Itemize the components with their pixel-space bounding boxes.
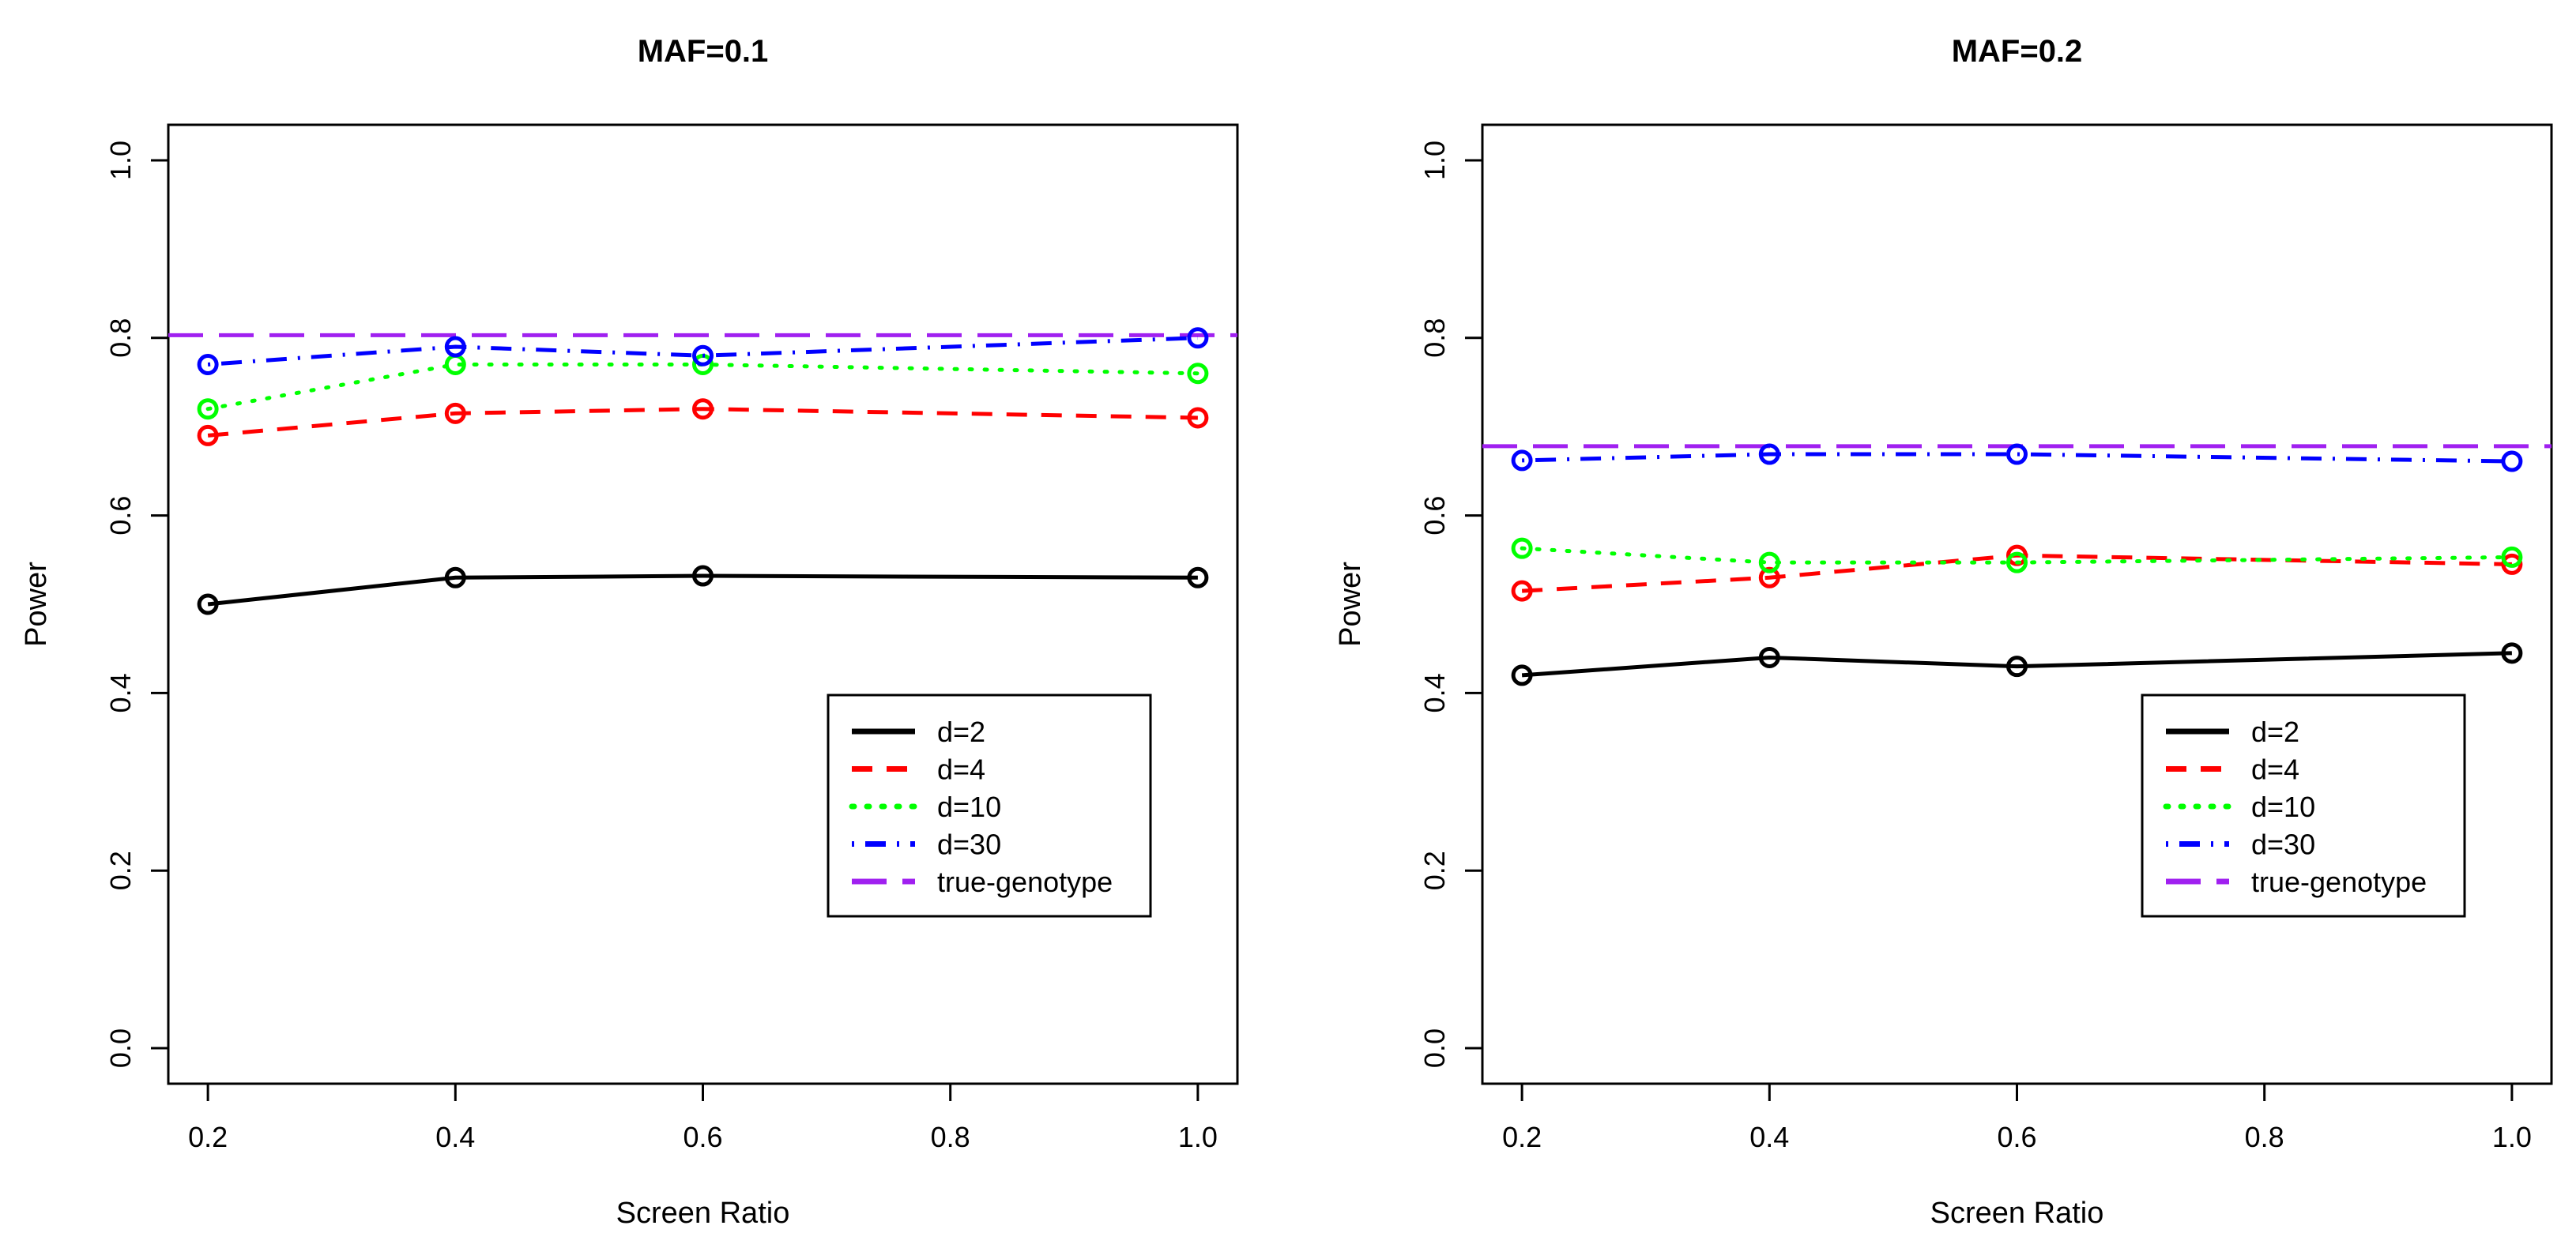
data-point-d-4 bbox=[1758, 566, 1780, 588]
data-point-d-10 bbox=[1187, 363, 1209, 385]
series-line-d-10 bbox=[205, 363, 1200, 412]
legend-label: d=30 bbox=[2251, 829, 2315, 861]
x-tick-label: 1.0 bbox=[1178, 1121, 1218, 1153]
legend-label: d=4 bbox=[937, 754, 985, 786]
data-point-d-4 bbox=[197, 424, 219, 446]
data-point-d-30 bbox=[444, 336, 466, 358]
data-point-d-30 bbox=[692, 344, 714, 367]
y-axis-label: Power bbox=[20, 562, 53, 647]
legend-label: d=2 bbox=[2251, 716, 2299, 748]
data-point-d-2 bbox=[1511, 664, 1533, 686]
data-point-d-4 bbox=[2501, 553, 2523, 575]
x-axis: 0.2 0.4 0.6 0.8 1.0 bbox=[1502, 1084, 2532, 1153]
legend: d=2 d=4 d=10 d=30 true-genotype bbox=[2141, 694, 2466, 918]
series-line-d-30 bbox=[207, 336, 1198, 367]
data-point-d-4 bbox=[692, 398, 714, 420]
data-point-d-4 bbox=[444, 402, 466, 424]
y-tick-label: 0.6 bbox=[1418, 496, 1451, 536]
data-point-d-2 bbox=[692, 565, 714, 587]
data-point-d-30 bbox=[2501, 450, 2523, 472]
series-layer bbox=[1482, 443, 2552, 686]
legend-label: d=2 bbox=[937, 716, 985, 748]
legend-label: true-genotype bbox=[937, 866, 1113, 898]
panel-maf-0-1: MAF=0.1 Screen Ratio Power 0.00.20.40.60… bbox=[20, 34, 1239, 1230]
panel-title: MAF=0.2 bbox=[1952, 34, 2083, 69]
x-tick-label: 0.8 bbox=[2245, 1121, 2284, 1153]
panel-maf-0-2: MAF=0.2 Screen Ratio Power 0.00.20.40.60… bbox=[1334, 34, 2553, 1230]
data-point-d-10 bbox=[1511, 537, 1533, 559]
legend-label: d=10 bbox=[937, 791, 1001, 823]
data-point-d-4 bbox=[1187, 407, 1209, 429]
data-point-d-2 bbox=[2006, 656, 2028, 678]
x-tick-label: 0.8 bbox=[931, 1121, 970, 1153]
x-tick-label: 1.0 bbox=[2492, 1121, 2532, 1153]
data-point-d-30 bbox=[2006, 443, 2028, 465]
series-line-d-2 bbox=[207, 573, 1198, 607]
y-tick-label: 0.4 bbox=[1418, 673, 1451, 712]
data-point-d-30 bbox=[1187, 327, 1209, 349]
series-line-d-2 bbox=[1521, 651, 2512, 678]
y-axis-label: Power bbox=[1334, 562, 1367, 647]
series-line-d-4 bbox=[1521, 553, 2512, 593]
data-point-d-2 bbox=[1758, 646, 1780, 668]
y-tick-label: 0.8 bbox=[1418, 318, 1451, 358]
legend-label: d=4 bbox=[2251, 754, 2299, 786]
y-axis: 0.0 0.2 0.4 0.6 0.8 1.0 bbox=[104, 141, 168, 1068]
x-axis: 0.2 0.4 0.6 0.8 1.0 bbox=[188, 1084, 1218, 1153]
panel-title: MAF=0.1 bbox=[638, 34, 769, 69]
y-tick-label: 0.2 bbox=[1418, 851, 1451, 890]
x-axis-label: Screen Ratio bbox=[616, 1197, 790, 1230]
data-point-d-4 bbox=[1511, 580, 1533, 602]
series-line-d-30 bbox=[1522, 452, 2512, 464]
x-tick-label: 0.4 bbox=[1749, 1121, 1789, 1153]
x-tick-label: 0.6 bbox=[683, 1121, 722, 1153]
y-tick-label: 0.6 bbox=[104, 496, 137, 536]
data-point-d-30 bbox=[1511, 449, 1533, 472]
y-tick-label: 0.0 bbox=[1418, 1028, 1451, 1068]
data-point-d-10 bbox=[197, 398, 219, 420]
y-tick-label: 0.8 bbox=[104, 318, 137, 358]
legend-label: d=30 bbox=[937, 829, 1001, 861]
y-tick-label: 1.0 bbox=[104, 141, 137, 180]
data-point-d-10 bbox=[2501, 546, 2523, 568]
data-point-d-2 bbox=[1187, 566, 1209, 588]
y-tick-label: 0.0 bbox=[104, 1028, 137, 1068]
data-point-d-10 bbox=[1758, 551, 1780, 573]
y-tick-label: 1.0 bbox=[1418, 141, 1451, 180]
data-point-d-2 bbox=[2501, 642, 2523, 664]
y-tick-label: 0.4 bbox=[104, 673, 137, 712]
x-tick-label: 0.6 bbox=[1997, 1121, 2036, 1153]
x-tick-label: 0.2 bbox=[1502, 1121, 1542, 1153]
data-point-d-2 bbox=[197, 593, 219, 615]
data-point-d-30 bbox=[1758, 443, 1780, 465]
legend-label: true-genotype bbox=[2251, 866, 2427, 898]
legend: d=2 d=4 d=10 d=30 true-genotype bbox=[827, 694, 1152, 918]
x-tick-label: 0.4 bbox=[435, 1121, 475, 1153]
y-tick-label: 0.2 bbox=[104, 851, 137, 890]
x-axis-label: Screen Ratio bbox=[1930, 1197, 2104, 1230]
data-point-d-2 bbox=[444, 566, 466, 588]
data-point-d-10 bbox=[2006, 551, 2028, 573]
series-line-d-4 bbox=[207, 407, 1198, 438]
series-layer bbox=[168, 327, 1237, 615]
legend-label: d=10 bbox=[2251, 791, 2315, 823]
series-line-d-10 bbox=[1520, 546, 2514, 565]
data-point-d-30 bbox=[197, 354, 219, 375]
x-tick-label: 0.2 bbox=[188, 1121, 228, 1153]
y-axis: 0.0 0.2 0.4 0.6 0.8 1.0 bbox=[1418, 141, 1482, 1068]
